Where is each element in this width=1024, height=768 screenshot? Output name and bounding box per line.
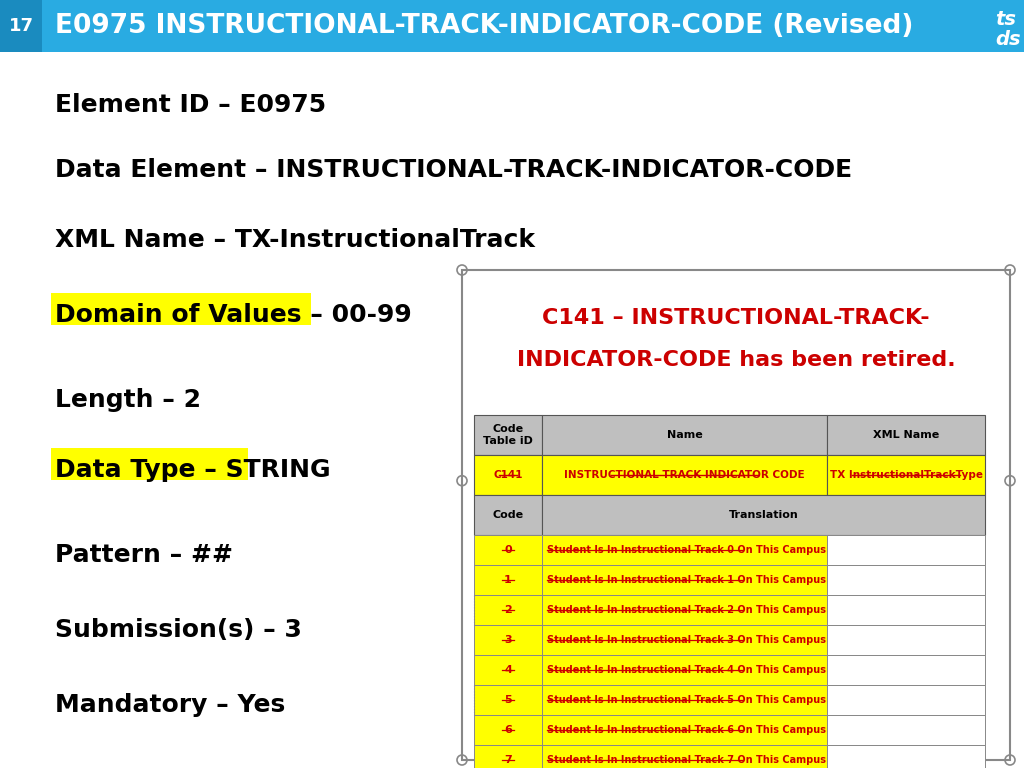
Text: 0: 0 (504, 545, 512, 555)
Bar (827, 625, 985, 655)
Bar (0, 0, 1024, 52)
Bar (542, 455, 827, 495)
Text: 17: 17 (8, 17, 34, 35)
Bar (474, 685, 542, 715)
Bar (542, 715, 827, 745)
Bar (474, 495, 542, 535)
Bar (474, 595, 542, 625)
Text: Student Is In Instructional Track 7 On This Campus: Student Is In Instructional Track 7 On T… (547, 755, 826, 765)
Text: 7: 7 (504, 755, 512, 765)
Bar (542, 655, 827, 685)
Bar (474, 535, 542, 565)
Text: Code
Table iD: Code Table iD (483, 424, 532, 445)
Bar (462, 270, 1010, 760)
Text: E0975 INSTRUCTIONAL-TRACK-INDICATOR-CODE (Revised): E0975 INSTRUCTIONAL-TRACK-INDICATOR-CODE… (55, 13, 913, 39)
Bar (542, 415, 827, 455)
Text: Student Is In Instructional Track 2 On This Campus: Student Is In Instructional Track 2 On T… (547, 605, 826, 615)
Bar (827, 685, 985, 715)
Bar (827, 455, 985, 495)
Bar (0, 0, 42, 52)
Bar (542, 495, 985, 535)
Bar (827, 715, 985, 745)
Text: Name: Name (667, 430, 702, 440)
Text: INSTRUCTIONAL TRACK INDICATOR CODE: INSTRUCTIONAL TRACK INDICATOR CODE (564, 470, 805, 480)
Text: XML Name – TX-InstructionalTrack: XML Name – TX-InstructionalTrack (55, 228, 535, 252)
Text: Domain of Values – 00-99: Domain of Values – 00-99 (55, 303, 412, 327)
Text: Student Is In Instructional Track 5 On This Campus: Student Is In Instructional Track 5 On T… (547, 695, 826, 705)
Bar (827, 745, 985, 768)
Bar (542, 745, 827, 768)
Text: 1: 1 (504, 575, 512, 585)
Bar (827, 655, 985, 685)
Text: Student Is In Instructional Track 1 On This Campus: Student Is In Instructional Track 1 On T… (547, 575, 826, 585)
Bar (474, 415, 542, 455)
Text: Translation: Translation (729, 510, 799, 520)
Text: 5: 5 (504, 695, 512, 705)
Bar (474, 745, 542, 768)
Text: Student Is In Instructional Track 4 On This Campus: Student Is In Instructional Track 4 On T… (547, 665, 826, 675)
Text: Student Is In Instructional Track 0 On This Campus: Student Is In Instructional Track 0 On T… (547, 545, 826, 555)
Text: Student Is In Instructional Track 3 On This Campus: Student Is In Instructional Track 3 On T… (547, 635, 826, 645)
Bar (827, 595, 985, 625)
Text: Mandatory – Yes: Mandatory – Yes (55, 693, 286, 717)
Bar (827, 535, 985, 565)
Text: 6: 6 (504, 725, 512, 735)
Text: Submission(s) – 3: Submission(s) – 3 (55, 618, 302, 642)
Bar (542, 595, 827, 625)
Bar (542, 565, 827, 595)
Text: INDICATOR-CODE has been retired.: INDICATOR-CODE has been retired. (517, 350, 955, 370)
Text: Data Element – INSTRUCTIONAL-TRACK-INDICATOR-CODE: Data Element – INSTRUCTIONAL-TRACK-INDIC… (55, 158, 852, 182)
Bar (51, 448, 248, 480)
Text: 4: 4 (504, 665, 512, 675)
Text: 3: 3 (504, 635, 512, 645)
Bar (827, 415, 985, 455)
Bar (542, 535, 827, 565)
Bar (51, 293, 311, 325)
Text: Data Type – STRING: Data Type – STRING (55, 458, 331, 482)
Bar (474, 565, 542, 595)
Bar (474, 655, 542, 685)
Bar (827, 565, 985, 595)
Bar (542, 625, 827, 655)
Bar (474, 715, 542, 745)
Text: Length – 2: Length – 2 (55, 388, 201, 412)
Text: ts: ts (995, 10, 1016, 29)
Bar (474, 455, 542, 495)
Bar (542, 685, 827, 715)
Text: ds: ds (995, 30, 1021, 49)
Text: Code: Code (493, 510, 523, 520)
Text: Element ID – E0975: Element ID – E0975 (55, 93, 326, 117)
Text: TX InstructionalTrackType: TX InstructionalTrackType (829, 470, 982, 480)
Text: C141 – INSTRUCTIONAL-TRACK-: C141 – INSTRUCTIONAL-TRACK- (542, 308, 930, 328)
Text: 2: 2 (504, 605, 512, 615)
Text: Pattern – ##: Pattern – ## (55, 543, 233, 567)
Text: XML Name: XML Name (872, 430, 939, 440)
Text: C141: C141 (494, 470, 522, 480)
Bar (474, 625, 542, 655)
Text: Student Is In Instructional Track 6 On This Campus: Student Is In Instructional Track 6 On T… (547, 725, 826, 735)
